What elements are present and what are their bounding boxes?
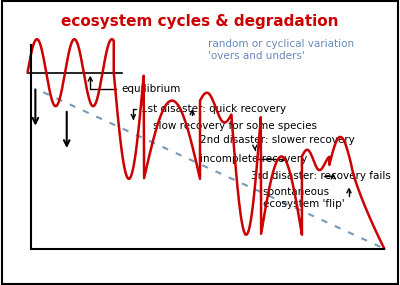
- Text: spontaneous
ecosystem 'flip': spontaneous ecosystem 'flip': [263, 187, 351, 209]
- Text: 2nd disaster: slower recovery: 2nd disaster: slower recovery: [200, 135, 355, 150]
- Text: slow recovery for some species: slow recovery for some species: [153, 111, 317, 131]
- Text: equilibrium: equilibrium: [88, 77, 181, 94]
- Text: incomplete recovery: incomplete recovery: [200, 154, 307, 164]
- Text: ecosystem cycles & degradation: ecosystem cycles & degradation: [61, 14, 339, 29]
- Text: 1st disaster: quick recovery: 1st disaster: quick recovery: [131, 104, 286, 119]
- Text: 3rd disaster: recovery fails: 3rd disaster: recovery fails: [251, 171, 391, 181]
- Text: random or cyclical variation
'overs and unders': random or cyclical variation 'overs and …: [208, 39, 354, 61]
